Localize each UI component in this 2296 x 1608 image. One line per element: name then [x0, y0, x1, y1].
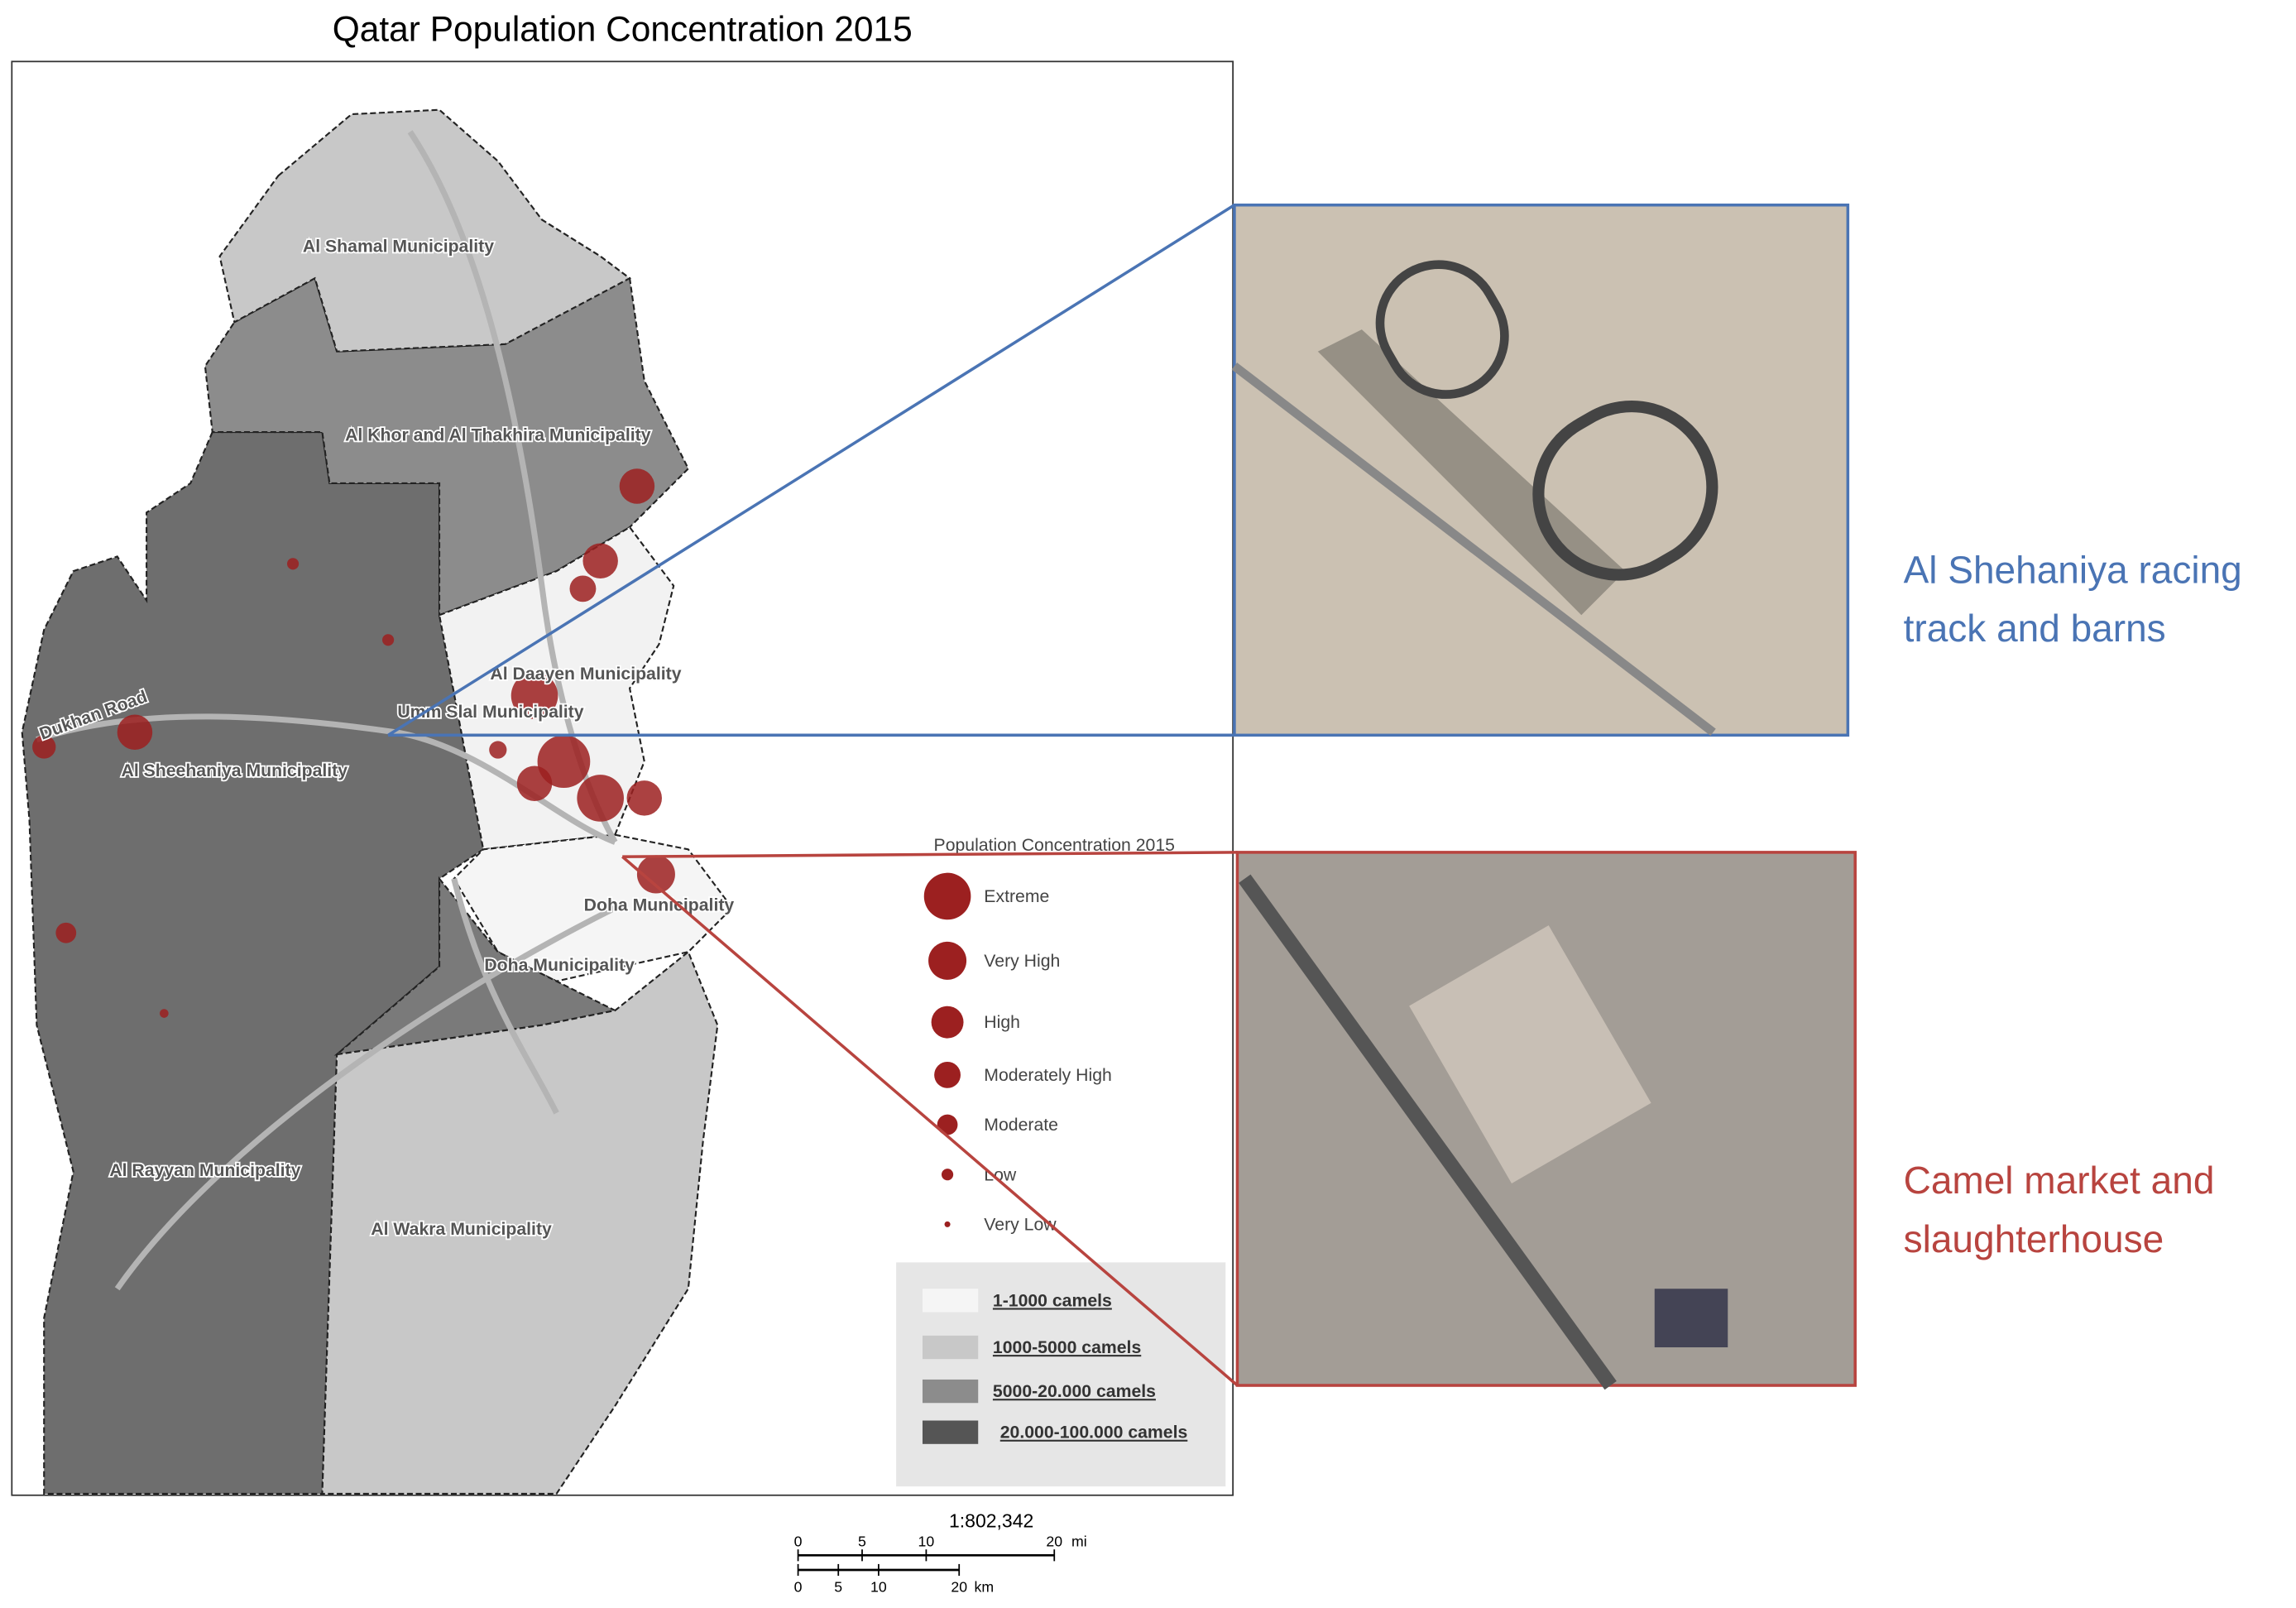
- callout-line: [621, 855, 1239, 1387]
- legend-swatch: [922, 1289, 979, 1313]
- scale-label: 0: [794, 1534, 803, 1550]
- dot: [160, 1009, 169, 1018]
- dot: [382, 634, 395, 646]
- legend-label: 20.000-100.000 camels: [1000, 1423, 1188, 1442]
- legend-symbol: [941, 1169, 954, 1181]
- legend-label: Low: [984, 1165, 1017, 1184]
- dot: [489, 741, 507, 759]
- region: [21, 430, 485, 1495]
- legend-label: Very Low: [984, 1215, 1057, 1234]
- track: [1532, 400, 1718, 581]
- market-buildings: [1409, 925, 1651, 1184]
- dot: [537, 735, 591, 789]
- legend-label: Moderate: [984, 1116, 1058, 1135]
- municipality-label: Umm Slal Municipality: [397, 703, 583, 722]
- satellite-market: [1235, 851, 1857, 1390]
- municipality-label: Al Daayen Municipality: [490, 665, 681, 684]
- dot: [619, 468, 655, 504]
- municipality-label: Al Wakra Municipality: [371, 1220, 552, 1239]
- road: [1239, 874, 1617, 1390]
- scale-unit: mi: [1071, 1534, 1087, 1550]
- municipality-label: Doha Municipality: [584, 896, 735, 915]
- callout-line: [387, 204, 1235, 737]
- legend-swatch: [922, 1420, 979, 1444]
- legend-symbol: [934, 1061, 961, 1088]
- scale-unit: km: [975, 1579, 995, 1596]
- region: [333, 876, 618, 1056]
- dot: [32, 735, 56, 759]
- road: [114, 905, 616, 1291]
- legend-label: High: [984, 1013, 1020, 1032]
- scale-bar: 0 5 10 20 mi 0 5 10 20 km: [794, 1534, 1087, 1596]
- scale-label: 5: [858, 1534, 866, 1550]
- scale-ratio: 1:802,342: [949, 1510, 1033, 1532]
- dot: [510, 672, 558, 719]
- road: [1231, 362, 1716, 737]
- dot: [636, 855, 675, 894]
- legend-symbol: [944, 1221, 951, 1227]
- legend-label: 1000-5000 camels: [993, 1338, 1141, 1357]
- legend-symbol: [931, 1006, 964, 1039]
- track: [1375, 260, 1509, 399]
- municipality-label: Al Khor and Al Thakhira Municipality: [345, 426, 651, 445]
- dot: [117, 714, 153, 751]
- scale-label: 5: [834, 1579, 842, 1596]
- dot: [286, 558, 300, 570]
- legend-symbol: [923, 872, 971, 920]
- legend-swatch: [922, 1379, 979, 1404]
- legend-title: Population Concentration 2015: [934, 836, 1175, 855]
- dot: [55, 922, 77, 943]
- callout-label: Al Shehaniya racing track and barns: [1904, 548, 2242, 650]
- region: [218, 108, 632, 353]
- legend-symbol: [928, 941, 967, 980]
- legend-label: Extreme: [984, 887, 1049, 906]
- callout-line: [622, 851, 1238, 858]
- building: [1654, 1289, 1728, 1348]
- camel-legend: 1-1000 camels 1000-5000 camels 5000-20.000…: [922, 1289, 1188, 1444]
- scale-label: 10: [918, 1534, 935, 1550]
- municipality-label: Al Shamal Municipality: [303, 237, 494, 256]
- dot: [577, 775, 624, 822]
- legend-label: 1-1000 camels: [993, 1291, 1112, 1310]
- dot: [626, 780, 662, 816]
- legend-swatch: [922, 1335, 979, 1360]
- legend: Extreme Very High High Moderately High Moder…: [923, 872, 1112, 1234]
- road: [451, 877, 559, 1115]
- dot: [569, 575, 597, 602]
- legend-label: Moderately High: [984, 1066, 1112, 1085]
- municipality-label: Al Rayyan Municipality: [109, 1161, 300, 1180]
- scale-label: 20: [951, 1579, 967, 1596]
- satellite-racetrack: [1231, 203, 1850, 737]
- legend-label: 5000-20.000 camels: [993, 1382, 1156, 1401]
- scale-label: 0: [794, 1579, 803, 1596]
- scale-label: 20: [1046, 1534, 1062, 1550]
- legend-label: Very High: [984, 952, 1060, 971]
- region: [321, 950, 719, 1495]
- scale-label: 10: [870, 1579, 887, 1596]
- callout-label: Camel market and slaughterhouse: [1904, 1159, 2215, 1260]
- dot: [516, 766, 553, 801]
- municipality-label: Al Sheehaniya Municipality: [122, 761, 348, 780]
- dot: [582, 543, 618, 578]
- title: Qatar Population Concentration 2015: [333, 10, 913, 49]
- municipality-label: Doha Municipality: [484, 956, 635, 975]
- population-dots: [32, 468, 675, 1018]
